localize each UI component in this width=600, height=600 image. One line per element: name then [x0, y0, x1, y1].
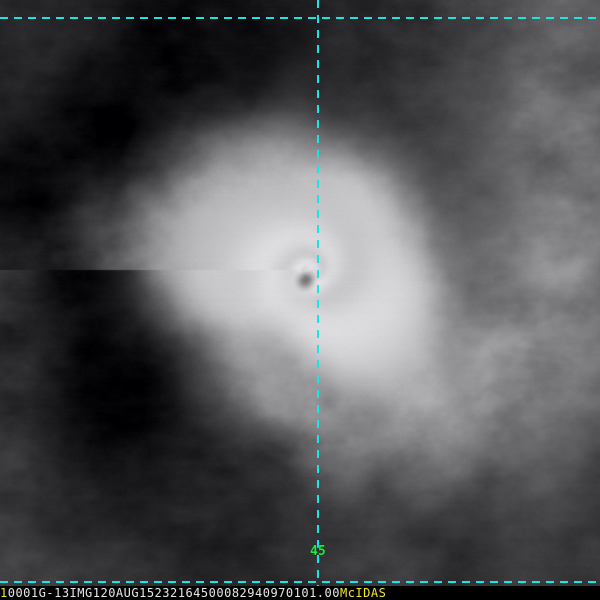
- status-dataset: 0001: [7, 586, 39, 600]
- status-day: 20: [100, 586, 116, 600]
- satellite-image-canvas[interactable]: [0, 0, 600, 586]
- status-month: AUG: [115, 586, 140, 600]
- status-product: IMG: [69, 586, 93, 600]
- status-band: 1: [92, 586, 101, 600]
- status-software-label: McIDAS: [339, 586, 387, 600]
- image-metadata-status-bar: 1 0001 G-13 IMG 1 20 AUG 15232 164500 08…: [0, 586, 600, 600]
- status-frame-number: 1: [0, 586, 8, 600]
- status-satellite: G-13: [38, 586, 70, 600]
- satellite-image-view[interactable]: [0, 0, 600, 586]
- status-time-utc: 164500: [177, 586, 225, 600]
- status-line: 08294: [224, 586, 263, 600]
- status-resolution: 01.00: [301, 586, 340, 600]
- status-element: 09701: [262, 586, 302, 600]
- status-julian-date: 15232: [139, 586, 178, 600]
